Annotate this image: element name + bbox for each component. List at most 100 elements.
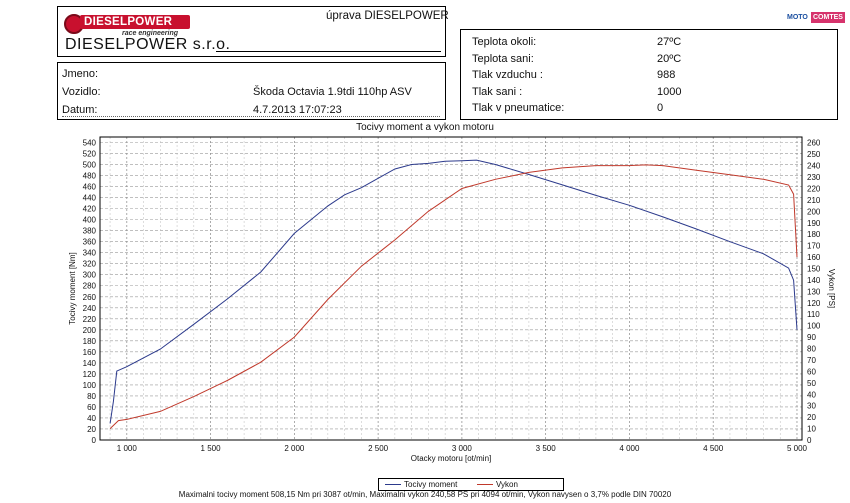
series-lines — [109, 159, 798, 429]
logo-subtext: race engineering — [122, 30, 179, 37]
y-right-tick-label: 200 — [807, 207, 821, 216]
x-tick-label: 4 500 — [703, 444, 724, 453]
condition-label: Teplota okoli: — [472, 36, 537, 48]
y-left-tick-label: 160 — [83, 348, 97, 357]
vehicle-label: Vozidlo: — [62, 86, 101, 98]
y-left-tick-label: 460 — [83, 183, 97, 192]
x-tick-label: 2 500 — [368, 444, 389, 453]
y-left-tick-label: 140 — [83, 359, 97, 368]
y-left-tick-label: 100 — [83, 381, 97, 390]
y-left-tick-label: 20 — [87, 425, 96, 434]
summary-footer: Maximalni tocivy moment 508,15 Nm pri 30… — [178, 490, 672, 499]
condition-label: Tlak v pneumatice: — [472, 102, 565, 114]
y-right-tick-label: 240 — [807, 162, 821, 171]
y-right-tick-label: 120 — [807, 299, 821, 308]
date-value: 4.7.2013 17:07:23 — [253, 104, 342, 116]
condition-value: 988 — [657, 69, 676, 81]
y-right-tick-label: 110 — [807, 310, 820, 319]
y-right-tick-label: 40 — [807, 390, 816, 399]
y-right-tick-label: 190 — [807, 219, 821, 228]
y-right-tick-label: 260 — [807, 139, 821, 148]
y-left-tick-label: 180 — [83, 337, 97, 346]
company-name: DIESELPOWER s.r.o. — [65, 36, 231, 53]
y-left-tick-label: 40 — [87, 414, 96, 423]
y-left-tick-label: 440 — [83, 194, 97, 203]
x-tick-label: 1 000 — [117, 444, 138, 453]
vehicle-info-box — [57, 62, 446, 120]
condition-value: 1000 — [657, 85, 682, 98]
date-label: Datum: — [62, 104, 98, 116]
y-right-tick-label: 80 — [807, 345, 816, 354]
badge-left-text: MOTO — [787, 14, 808, 21]
x-tick-label: 1 500 — [201, 444, 222, 453]
y-right-tick-label: 90 — [807, 333, 816, 342]
y-left-tick-label: 520 — [83, 150, 97, 159]
y-left-tick-label: 340 — [83, 249, 97, 258]
condition-label: Tlak vzduchu : — [472, 69, 543, 81]
y-left-tick-label: 360 — [83, 238, 97, 247]
y-right-tick-label: 140 — [807, 276, 821, 285]
y-left-tick-label: 0 — [92, 436, 97, 445]
service-label: úprava DIESELPOWER — [326, 10, 449, 22]
y-right-tick-label: 100 — [807, 322, 821, 331]
y-right-tick-label: 160 — [807, 253, 821, 262]
y-right-tick-label: 210 — [807, 196, 821, 205]
legend: Tocivy moment Vykon — [378, 478, 564, 491]
y-left-tick-label: 320 — [83, 260, 97, 269]
legend-torque-label: Tocivy moment — [404, 480, 458, 489]
legend-power-label: Vykon — [496, 480, 518, 489]
series-torque-line — [109, 159, 798, 424]
y-left-tick-label: 200 — [83, 326, 97, 335]
name-label: Jmeno: — [62, 68, 99, 80]
series-power-line — [109, 164, 798, 429]
y-right-tick-label: 220 — [807, 184, 821, 193]
y-left-tick-label: 400 — [83, 216, 97, 225]
y-right-tick-label: 170 — [807, 242, 821, 251]
y-left-tick-label: 60 — [87, 403, 96, 412]
y-right-tick-label: 10 — [807, 425, 816, 434]
condition-value: 20ºC — [657, 52, 682, 65]
y-left-tick-label: 540 — [83, 139, 97, 148]
y-right-tick-label: 250 — [807, 150, 821, 159]
y-left-axis-label: Tocivy moment [Nm] — [68, 252, 77, 324]
y-right-tick-label: 180 — [807, 230, 821, 239]
y-left-tick-label: 220 — [83, 315, 97, 324]
x-axis-label: Otacky motoru [ot/min] — [411, 454, 491, 463]
y-right-tick-label: 70 — [807, 356, 816, 365]
condition-label: Teplota sani: — [472, 52, 534, 65]
x-tick-label: 3 500 — [536, 444, 557, 453]
condition-value: 27ºC — [657, 36, 682, 48]
plot-frame — [99, 136, 803, 441]
legend-torque-swatch — [385, 484, 401, 485]
y-right-tick-label: 60 — [807, 367, 816, 376]
condition-label: Tlak sani : — [472, 85, 523, 98]
y-right-tick-label: 20 — [807, 413, 816, 422]
y-right-tick-label: 130 — [807, 287, 821, 296]
y-right-tick-label: 150 — [807, 264, 821, 273]
y-right-tick-label: 0 — [807, 436, 812, 445]
y-left-tick-label: 300 — [83, 271, 97, 280]
y-left-tick-label: 80 — [87, 392, 96, 401]
y-right-tick-label: 50 — [807, 379, 816, 388]
chart-title: Tocivy moment a vykon motoru — [356, 122, 494, 133]
y-left-tick-label: 240 — [83, 304, 97, 313]
x-tick-label: 3 000 — [452, 444, 473, 453]
y-left-tick-label: 480 — [83, 172, 97, 181]
motocomtes-logo: MOTO COMTES — [787, 12, 845, 23]
grid-lines — [100, 137, 802, 441]
y-right-tick-label: 30 — [807, 402, 816, 411]
y-right-tick-label: 230 — [807, 173, 821, 182]
axes — [99, 136, 803, 441]
logo-text: DIESELPOWER — [84, 16, 173, 28]
vehicle-value: Škoda Octavia 1.9tdi 110hp ASV — [253, 86, 412, 98]
conditions-box — [460, 29, 838, 120]
x-tick-label: 5 000 — [787, 444, 808, 453]
y-left-tick-label: 120 — [83, 370, 97, 379]
company-header-box — [57, 6, 446, 57]
y-left-tick-label: 280 — [83, 282, 97, 291]
logo-banner — [80, 15, 190, 29]
badge-right-text: COMTES — [811, 12, 845, 23]
y-left-tick-label: 380 — [83, 227, 97, 236]
dieselpower-logo: DIESELPOWER race engineering — [62, 13, 197, 43]
